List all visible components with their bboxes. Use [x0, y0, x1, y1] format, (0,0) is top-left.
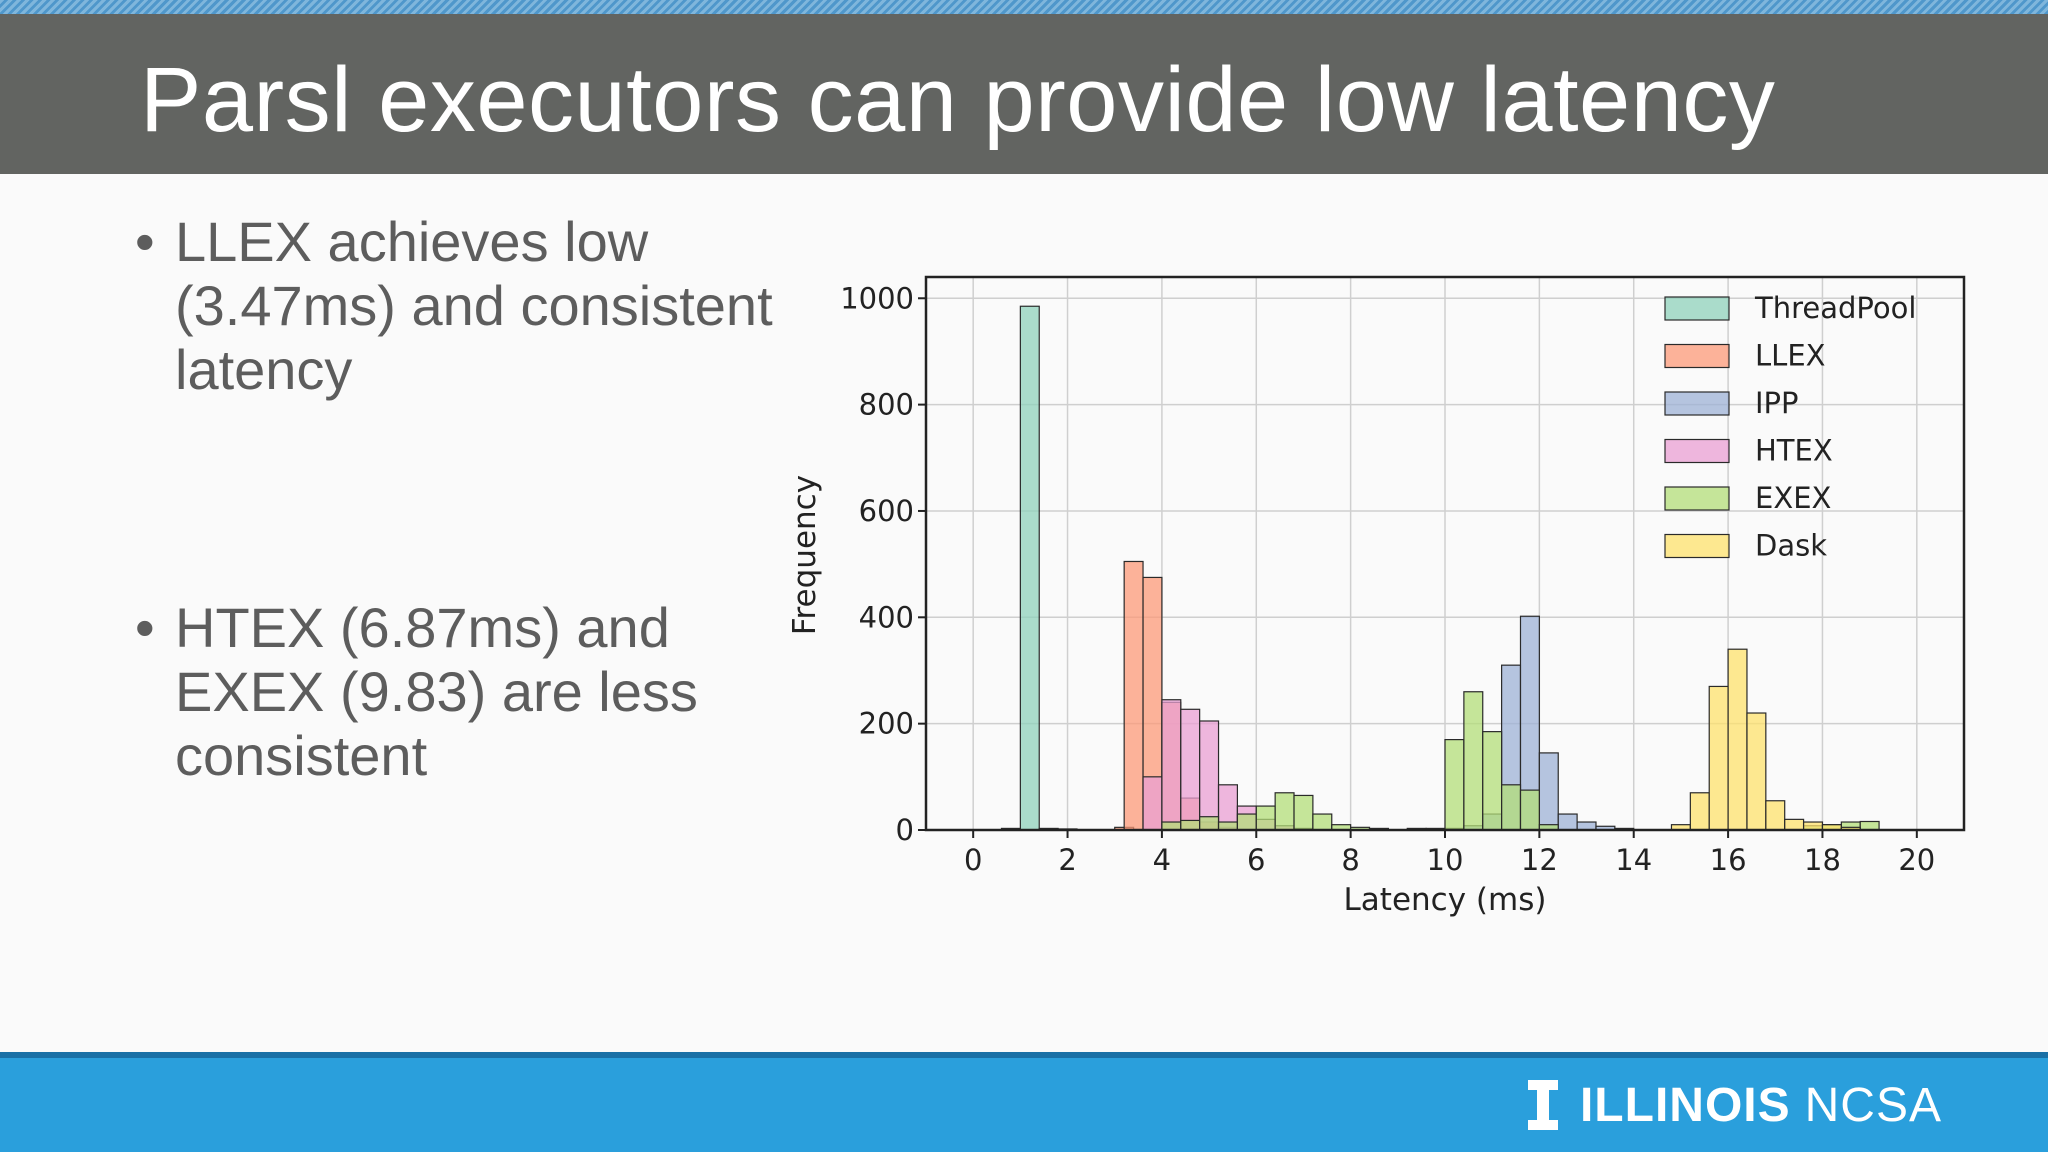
histogram-bar-dask: [1689, 792, 1710, 831]
histogram-bar-htex: [1161, 699, 1182, 831]
x-tick-label: 12: [1521, 843, 1558, 877]
histogram-bar-ipp: [1557, 813, 1578, 831]
y-tick-label: 600: [859, 494, 914, 528]
histogram-bar-dask: [1765, 800, 1786, 831]
histogram-bar-dask: [1746, 712, 1767, 831]
histogram-bar-exex: [1501, 784, 1522, 831]
y-tick-label: 400: [859, 600, 914, 634]
histogram-bar-ipp: [1538, 752, 1559, 831]
histogram-bar-exex: [1274, 792, 1295, 831]
histogram-bar-dask: [1708, 685, 1729, 831]
histogram-bar-exex: [1199, 816, 1220, 831]
logo-subtext: NCSA: [1804, 1078, 1942, 1132]
y-tick-label: 1000: [840, 281, 914, 315]
legend-swatch: [1664, 486, 1730, 511]
x-tick-label: 18: [1804, 843, 1841, 877]
y-tick-label: 200: [859, 707, 914, 741]
slide-title: Parsl executors can provide low latency: [140, 49, 1776, 151]
y-tick-label: 0: [896, 813, 914, 847]
legend-swatch: [1664, 438, 1730, 464]
histogram-bar-exex: [1255, 805, 1276, 831]
histogram-bar-exex: [1180, 819, 1201, 831]
legend-label: ThreadPool: [1754, 291, 1916, 325]
legend-swatch: [1664, 533, 1730, 559]
legend-swatch: [1664, 391, 1730, 416]
x-axis-label: Latency (ms): [1344, 882, 1547, 918]
footer-bar: [0, 1058, 2048, 1152]
histogram-bar-exex: [1519, 789, 1540, 831]
histogram-bar-htex: [1180, 708, 1201, 831]
histogram-bar-htex: [1199, 720, 1220, 831]
histogram-bar-exex: [1463, 691, 1484, 831]
histogram-bar-exex: [1859, 820, 1880, 831]
x-tick-label: 0: [964, 843, 982, 877]
x-tick-label: 4: [1153, 843, 1171, 877]
y-tick-label: 800: [859, 388, 914, 422]
top-stripe: [0, 0, 2048, 14]
x-tick-label: 10: [1427, 843, 1464, 877]
bullet-list: LLEX achieves low (3.47ms) and consisten…: [135, 210, 775, 788]
x-tick-label: 20: [1898, 843, 1935, 877]
histogram-bar-exex: [1312, 813, 1333, 831]
histogram-bar-exex: [1236, 813, 1257, 831]
logo-wordmark: ILLINOIS: [1579, 1078, 1791, 1132]
histogram-bar-exex: [1444, 739, 1465, 831]
x-tick-label: 6: [1247, 843, 1265, 877]
x-tick-label: 8: [1341, 843, 1359, 877]
illinois-ncsa-logo: ILLINOIS NCSA: [1527, 1078, 1942, 1132]
histogram-bar-exex: [1293, 794, 1314, 831]
legend: ThreadPool LLEX IPP HTEX EXEX Dask: [1664, 291, 1916, 563]
histogram-bar-llex: [1123, 560, 1144, 831]
legend-label: EXEX: [1755, 481, 1831, 515]
y-axis-label: Frequency: [787, 475, 823, 635]
legend-swatch: [1664, 296, 1730, 321]
legend-label: LLEX: [1755, 339, 1826, 373]
histogram-bar-htex: [1142, 776, 1163, 831]
histogram-bar-threadpool: [1019, 305, 1040, 831]
bullet-item: LLEX achieves low (3.47ms) and consisten…: [135, 210, 775, 402]
x-tick-label: 14: [1615, 843, 1652, 877]
footer-divider: [0, 1052, 2048, 1058]
x-tick-label: 2: [1058, 843, 1076, 877]
histogram-bars: [1000, 305, 1880, 831]
legend-label: HTEX: [1755, 434, 1833, 468]
histogram-bar-exex: [1482, 731, 1503, 831]
histogram-bar-dask: [1784, 818, 1805, 831]
x-tick-label: 16: [1710, 843, 1747, 877]
title-bar: Parsl executors can provide low latency: [0, 14, 2048, 174]
legend-label: IPP: [1755, 386, 1799, 420]
histogram-bar-dask: [1727, 648, 1748, 831]
bullet-item: HTEX (6.87ms) and EXEX (9.83) are less c…: [135, 596, 775, 788]
block-i-icon: [1527, 1080, 1558, 1130]
legend-label: Dask: [1755, 529, 1827, 563]
legend-swatch: [1664, 343, 1730, 369]
